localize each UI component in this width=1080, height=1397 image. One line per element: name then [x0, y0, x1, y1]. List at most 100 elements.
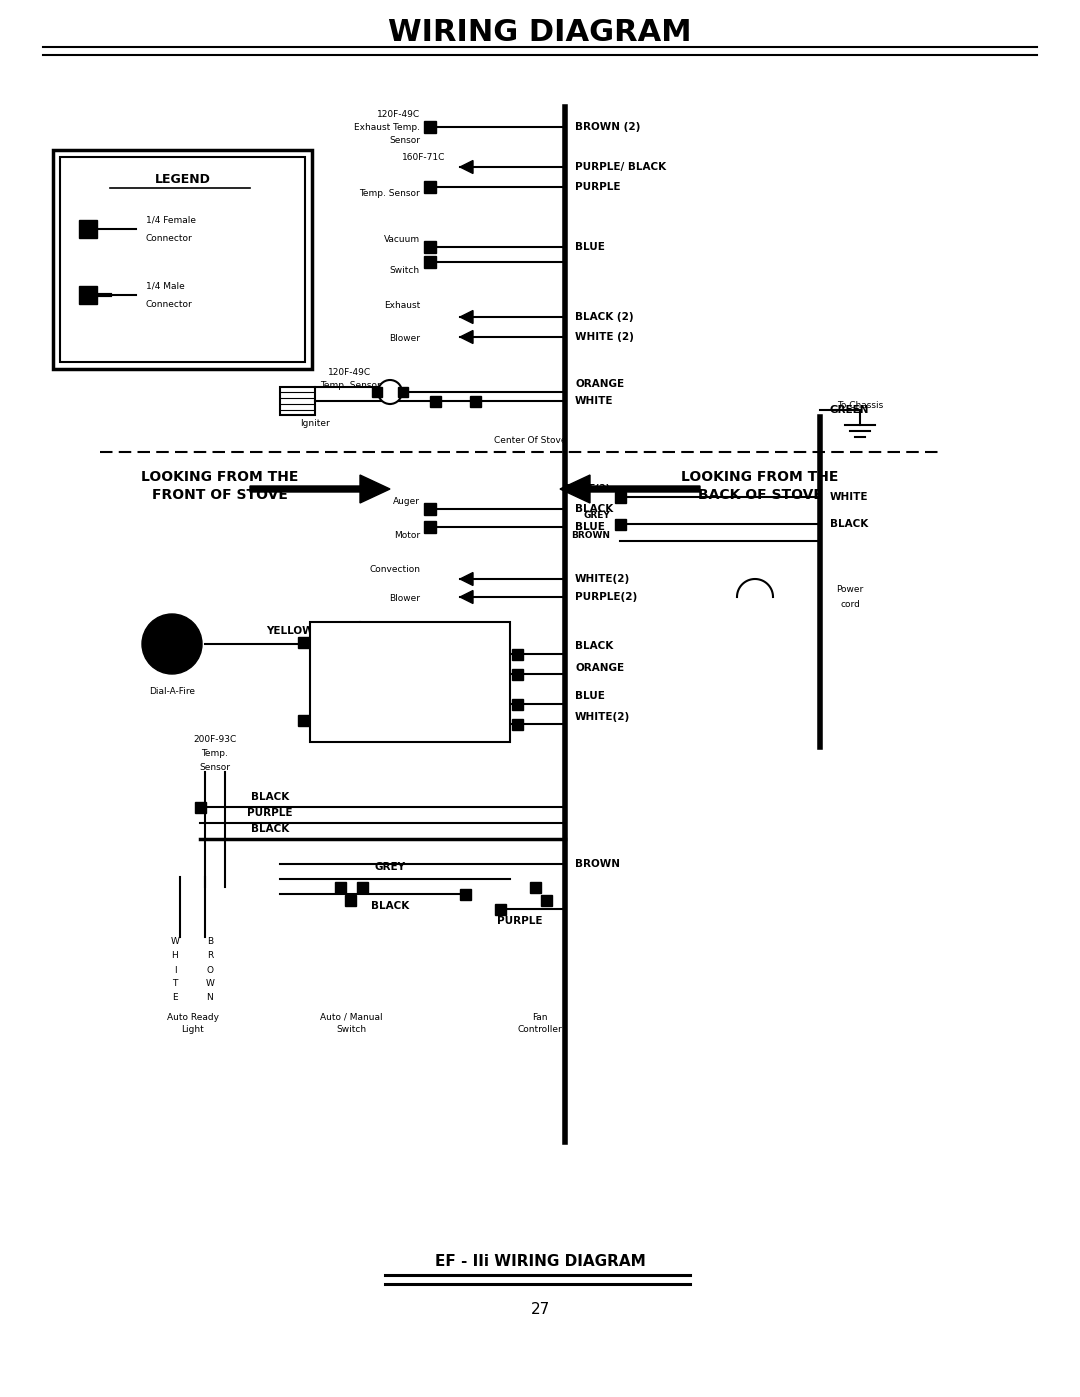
- Bar: [459, 888, 471, 900]
- Text: Controller: Controller: [517, 1025, 563, 1035]
- Text: Sensor: Sensor: [200, 763, 230, 771]
- Text: T: T: [173, 979, 178, 989]
- Polygon shape: [460, 161, 473, 173]
- Bar: [424, 503, 436, 515]
- Text: GREEN: GREEN: [831, 405, 869, 415]
- Text: Sensor: Sensor: [389, 136, 420, 144]
- Bar: [424, 521, 436, 534]
- Text: Auto / Manual: Auto / Manual: [320, 1013, 382, 1021]
- Text: Temp. Sensor: Temp. Sensor: [360, 189, 420, 197]
- Text: Fan: Fan: [532, 1013, 548, 1021]
- Text: GREY: GREY: [375, 862, 405, 872]
- Text: Motor: Motor: [394, 531, 420, 539]
- Text: PURPLE: PURPLE: [247, 807, 293, 819]
- Text: WIRING DIAGRAM: WIRING DIAGRAM: [388, 18, 692, 46]
- Text: 1/4 Male: 1/4 Male: [146, 282, 185, 291]
- Text: BLUE: BLUE: [575, 692, 605, 701]
- Text: Convection: Convection: [369, 564, 420, 574]
- Text: Auto Ready: Auto Ready: [167, 1013, 219, 1021]
- Polygon shape: [460, 331, 473, 344]
- Bar: [512, 648, 523, 659]
- Bar: [430, 395, 441, 407]
- Text: BROWN: BROWN: [575, 859, 620, 869]
- Text: BROWN (2): BROWN (2): [575, 122, 640, 131]
- Text: BLACK: BLACK: [370, 901, 409, 911]
- Text: WHITE (2): WHITE (2): [575, 332, 634, 342]
- Text: To Chassis: To Chassis: [837, 401, 883, 409]
- Bar: [297, 637, 309, 647]
- Text: Auger: Auger: [393, 496, 420, 506]
- Text: BLACK: BLACK: [575, 641, 613, 651]
- Text: LEGEND: LEGEND: [154, 172, 211, 186]
- Bar: [512, 669, 523, 679]
- Polygon shape: [249, 475, 390, 503]
- Text: FRONT OF STOVE: FRONT OF STOVE: [152, 488, 288, 502]
- Text: EF - IIi WIRING DIAGRAM: EF - IIi WIRING DIAGRAM: [434, 1255, 646, 1270]
- Text: 27: 27: [530, 1302, 550, 1316]
- Text: Switch: Switch: [336, 1025, 366, 1035]
- Bar: [346, 894, 356, 905]
- Text: BROWN: BROWN: [571, 531, 610, 541]
- Text: N: N: [206, 993, 214, 1003]
- Polygon shape: [460, 310, 473, 324]
- Text: B: B: [207, 937, 213, 947]
- Text: Temp.: Temp.: [202, 749, 229, 757]
- Bar: [280, 387, 315, 415]
- Text: Dial-A-Fire: Dial-A-Fire: [149, 687, 195, 697]
- Text: O: O: [206, 965, 214, 975]
- Text: 160F-71C: 160F-71C: [402, 152, 445, 162]
- Circle shape: [378, 380, 402, 404]
- Text: Switch: Switch: [390, 265, 420, 274]
- Bar: [512, 698, 523, 710]
- Text: R: R: [207, 951, 213, 961]
- Text: Blower: Blower: [389, 334, 420, 342]
- Text: W: W: [171, 937, 179, 947]
- Bar: [53, 149, 312, 369]
- Bar: [424, 122, 436, 133]
- Bar: [470, 395, 481, 407]
- Bar: [79, 286, 97, 305]
- Text: Auger Timing: Auger Timing: [376, 634, 444, 644]
- Polygon shape: [460, 573, 473, 585]
- Text: 1/4 Female: 1/4 Female: [146, 215, 195, 225]
- Text: Load: Load: [370, 704, 392, 712]
- Bar: [424, 256, 436, 268]
- Text: LOOKING FROM THE: LOOKING FROM THE: [681, 469, 839, 483]
- Bar: [615, 492, 625, 503]
- Bar: [512, 718, 523, 729]
- Text: BLACK (2): BLACK (2): [575, 312, 634, 321]
- Bar: [615, 518, 625, 529]
- Text: Temp. Sensor: Temp. Sensor: [320, 380, 380, 390]
- Text: E: E: [172, 993, 178, 1003]
- Text: PURPLE: PURPLE: [497, 916, 543, 926]
- Text: ORANGE: ORANGE: [575, 379, 624, 388]
- Bar: [495, 904, 505, 915]
- Text: YELLOW: YELLOW: [266, 626, 314, 636]
- Text: GREY: GREY: [583, 510, 610, 520]
- Bar: [424, 242, 436, 253]
- Bar: [310, 622, 510, 742]
- Bar: [399, 387, 408, 397]
- Text: WHITE(2): WHITE(2): [575, 712, 631, 722]
- Bar: [356, 882, 367, 893]
- Text: Exhaust Temp.: Exhaust Temp.: [354, 123, 420, 131]
- Text: PURPLE: PURPLE: [575, 182, 621, 191]
- Text: 200F-93C: 200F-93C: [193, 735, 237, 743]
- Text: 120F-49C: 120F-49C: [377, 109, 420, 119]
- Text: LOOKING FROM THE: LOOKING FROM THE: [141, 469, 299, 483]
- Bar: [335, 882, 346, 893]
- Text: Connector: Connector: [146, 233, 192, 243]
- Bar: [540, 894, 552, 905]
- Text: Module: Module: [391, 651, 429, 659]
- Bar: [79, 219, 97, 237]
- Text: BLUE: BLUE: [575, 242, 605, 251]
- Text: BLACK: BLACK: [251, 792, 289, 802]
- Text: PURPLE/ BLACK: PURPLE/ BLACK: [575, 162, 666, 172]
- Text: Blower: Blower: [389, 594, 420, 602]
- Text: BACK OF STOVE: BACK OF STOVE: [698, 488, 823, 502]
- Bar: [60, 156, 305, 362]
- Text: Igniter: Igniter: [300, 419, 329, 427]
- Bar: [529, 882, 540, 893]
- Text: Exhaust: Exhaust: [383, 300, 420, 310]
- Text: BLACK: BLACK: [831, 520, 868, 529]
